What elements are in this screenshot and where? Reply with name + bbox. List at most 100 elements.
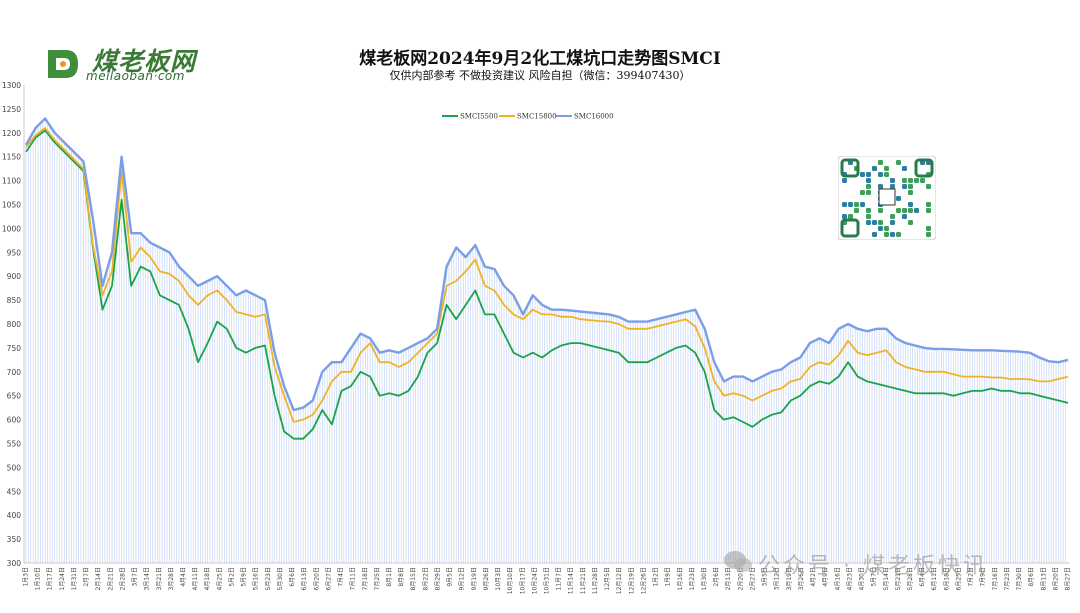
x-tick-label: 11月21日 bbox=[580, 567, 587, 594]
x-tick-label: 12月12日 bbox=[616, 567, 623, 594]
x-tick-label: 5月28日 bbox=[907, 567, 914, 590]
qr-cell bbox=[926, 184, 931, 189]
x-tick-label: 2月7日 bbox=[83, 567, 90, 587]
x-tick-label: 2月13日 bbox=[725, 567, 732, 590]
qr-cell bbox=[860, 172, 865, 177]
x-tick-label: 1月31日 bbox=[71, 567, 78, 590]
qr-cell bbox=[854, 202, 859, 207]
x-tick-label: 8月8日 bbox=[398, 567, 405, 587]
series-line-smci5500 bbox=[25, 129, 1069, 440]
x-tick-label: 12月5日 bbox=[604, 567, 611, 590]
y-axis: 300 350 400 450 500 550 600 650 700 750 800 850 900 9… bbox=[2, 81, 25, 568]
x-axis: 1月3日 1月10日 1月17日 1月24日 1月31日 2月7日 2月14日 2月21日 2月… bbox=[23, 562, 1072, 594]
y-tick-label: 700 bbox=[7, 368, 22, 377]
qr-cell bbox=[896, 208, 901, 213]
x-tick-label: 7月25日 bbox=[374, 567, 381, 590]
x-tick-label: 6月4日 bbox=[919, 567, 926, 587]
x-tick-label: 4月18日 bbox=[204, 567, 211, 590]
qr-cell bbox=[926, 202, 931, 207]
qr-cell bbox=[842, 178, 847, 183]
x-tick-label: 3月19日 bbox=[786, 567, 793, 590]
qr-cell bbox=[878, 184, 883, 189]
qr-cell bbox=[908, 184, 913, 189]
y-tick-label: 750 bbox=[7, 344, 22, 353]
x-tick-label: 1月2日 bbox=[653, 567, 660, 587]
y-tick-label: 1150 bbox=[2, 153, 21, 162]
qr-cell bbox=[884, 232, 889, 237]
x-tick-label: 6月11日 bbox=[931, 567, 938, 590]
x-tick-label: 10月10日 bbox=[507, 567, 514, 594]
y-tick-label: 650 bbox=[7, 392, 22, 401]
qr-cell bbox=[920, 178, 925, 183]
y-tick-label: 1300 bbox=[2, 81, 21, 90]
x-tick-label: 10月17日 bbox=[519, 567, 526, 594]
y-tick-label: 300 bbox=[7, 559, 22, 568]
x-tick-label: 9月5日 bbox=[447, 567, 454, 587]
x-tick-label: 1月9日 bbox=[665, 567, 672, 587]
y-tick-label: 850 bbox=[7, 296, 22, 305]
x-tick-label: 1月10日 bbox=[35, 567, 42, 590]
x-tick-label: 7月23日 bbox=[1004, 567, 1011, 590]
qr-cell bbox=[854, 208, 859, 213]
x-tick-label: 4月2日 bbox=[810, 567, 817, 587]
qr-cell bbox=[866, 208, 871, 213]
qr-cell bbox=[866, 214, 871, 219]
qr-cell bbox=[866, 184, 871, 189]
x-tick-label: 4月9日 bbox=[822, 567, 829, 587]
x-tick-label: 7月11日 bbox=[350, 567, 357, 590]
qr-cell bbox=[848, 202, 853, 207]
qr-cell bbox=[884, 166, 889, 171]
y-tick-label: 450 bbox=[7, 487, 22, 496]
x-tick-label: 3月5日 bbox=[762, 567, 769, 587]
qr-cell bbox=[884, 226, 889, 231]
y-tick-label: 800 bbox=[7, 320, 22, 329]
qr-cell bbox=[860, 202, 865, 207]
x-tick-label: 3月14日 bbox=[144, 567, 151, 590]
qr-cell bbox=[896, 232, 901, 237]
qr-cell bbox=[902, 184, 907, 189]
x-tick-label: 7月30日 bbox=[1016, 567, 1023, 590]
x-tick-label: 12月26日 bbox=[640, 567, 647, 594]
qr-cell bbox=[908, 190, 913, 195]
x-tick-label: 6月27日 bbox=[325, 567, 332, 590]
x-tick-label: 8月13日 bbox=[1040, 567, 1047, 590]
x-tick-label: 1月3日 bbox=[23, 567, 30, 587]
y-tick-label: 500 bbox=[7, 463, 22, 472]
y-tick-label: 350 bbox=[7, 535, 22, 544]
qr-cell bbox=[866, 178, 871, 183]
x-tick-label: 4月30日 bbox=[859, 567, 866, 590]
x-tick-label: 8月22日 bbox=[422, 567, 429, 590]
x-tick-label: 7月9日 bbox=[980, 567, 987, 587]
qr-cell bbox=[926, 208, 931, 213]
qr-cell bbox=[890, 184, 895, 189]
x-tick-label: 12月19日 bbox=[628, 567, 635, 594]
brand-site: meilaoban·com bbox=[86, 69, 185, 83]
x-tick-label: 8月27日 bbox=[1065, 567, 1072, 590]
x-tick-label: 1月17日 bbox=[47, 567, 54, 590]
qr-cell bbox=[842, 202, 847, 207]
qr-cell bbox=[890, 178, 895, 183]
series-lines bbox=[24, 117, 1069, 440]
x-tick-label: 8月1日 bbox=[386, 567, 393, 587]
qr-cell bbox=[866, 220, 871, 225]
qr-cell bbox=[872, 220, 877, 225]
x-tick-label: 6月20日 bbox=[313, 567, 320, 590]
legend-label: SMC15800 bbox=[517, 113, 557, 121]
qr-cell bbox=[890, 214, 895, 219]
x-tick-label: 7月4日 bbox=[338, 567, 345, 587]
x-tick-label: 7月18日 bbox=[362, 567, 369, 590]
qr-cell bbox=[872, 166, 877, 171]
x-tick-label: 4月11日 bbox=[192, 567, 199, 590]
y-tick-label: 600 bbox=[7, 416, 22, 425]
x-tick-label: 9月19日 bbox=[471, 567, 478, 590]
x-tick-label: 2月21日 bbox=[107, 567, 114, 590]
qr-cell bbox=[848, 214, 853, 219]
x-tick-label: 4月23日 bbox=[846, 567, 853, 590]
x-tick-label: 5月14日 bbox=[883, 567, 890, 590]
x-tick-label: 5月21日 bbox=[895, 567, 902, 590]
x-tick-label: 5月9日 bbox=[241, 567, 248, 587]
qr-cell bbox=[902, 178, 907, 183]
y-tick-label: 1250 bbox=[2, 105, 21, 114]
x-tick-label: 1月23日 bbox=[689, 567, 696, 590]
x-tick-label: 1月30日 bbox=[701, 567, 708, 590]
